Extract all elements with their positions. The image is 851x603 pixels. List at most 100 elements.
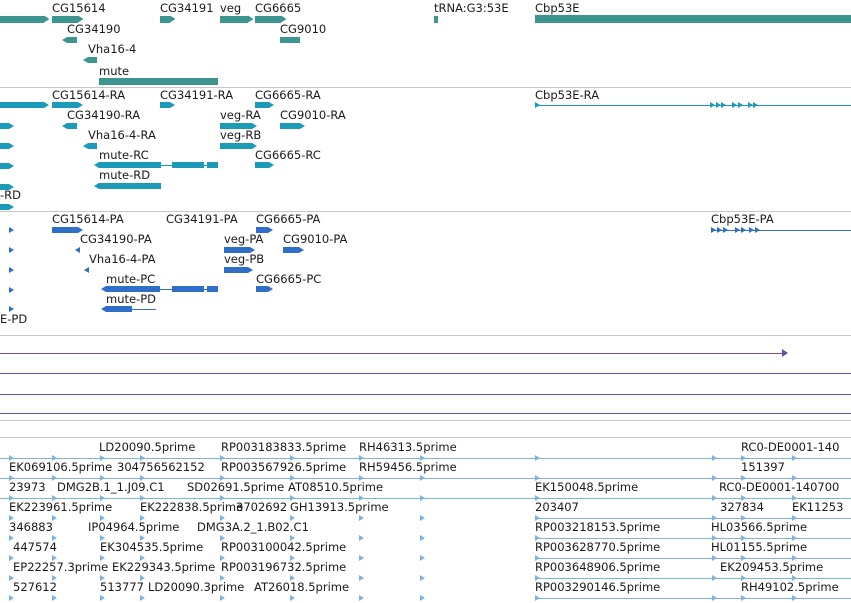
protein-feature[interactable] [172, 286, 204, 292]
est-label[interactable]: RP003196732.5prime [221, 560, 347, 574]
gene-label[interactable]: Cbp53E [535, 1, 580, 15]
est-label[interactable]: RP003218153.5prime [535, 520, 661, 534]
protein-label[interactable]: CG9010-PA [283, 232, 348, 246]
protein-label[interactable]: CG34190-PA [80, 232, 152, 246]
est-label[interactable]: RC0-DE0001-140 [741, 440, 840, 454]
gene-label[interactable]: tRNA:G3:53E [434, 1, 509, 15]
protein-label[interactable]: Vha16-4-PA [89, 252, 156, 266]
est-label[interactable]: EK222838.5prime [140, 500, 244, 514]
est-label[interactable]: HL03566.5prime [711, 520, 808, 534]
est-label[interactable]: RP003100042.5prime [221, 540, 347, 554]
est-label[interactable]: LD20090.3prime [148, 580, 245, 594]
est-label[interactable]: AT26018.5prime [254, 580, 350, 594]
transcript-label[interactable]: CG6665-RA [255, 88, 321, 102]
transcript-feature[interactable] [52, 102, 78, 108]
est-label[interactable]: DMG3A.2_1.B02.C1 [197, 520, 309, 534]
transcript-feature[interactable] [207, 162, 218, 168]
gene-label[interactable]: mute [99, 64, 130, 78]
rna-feature[interactable] [0, 373, 851, 374]
transcript-feature[interactable] [160, 102, 170, 108]
est-label[interactable]: RP003628770.5prime [535, 540, 661, 554]
rna-feature[interactable] [0, 353, 782, 354]
gene-feature[interactable] [220, 16, 248, 23]
transcript-label[interactable]: Cbp53E-RA [535, 88, 600, 102]
protein-label[interactable]: mute-PD [106, 292, 157, 306]
transcript-feature[interactable] [255, 102, 269, 108]
protein-feature[interactable] [207, 286, 218, 292]
transcript-label[interactable]: CG34190-RA [67, 108, 141, 122]
est-line[interactable] [0, 478, 851, 479]
gene-feature[interactable] [434, 16, 438, 23]
gene-label[interactable]: veg [220, 1, 242, 15]
transcript-label[interactable]: mute-RC [99, 148, 149, 162]
est-label[interactable]: AT08510.5prime [288, 480, 384, 494]
est-label[interactable]: 151397 [741, 460, 785, 474]
protein-feature[interactable] [283, 247, 299, 253]
gene-feature[interactable] [255, 16, 281, 23]
est-label[interactable]: EK11253 [792, 500, 844, 514]
est-label[interactable]: 513777 [100, 580, 144, 594]
protein-feature[interactable] [256, 227, 268, 233]
est-label[interactable]: EK069106.5prime [9, 460, 113, 474]
gene-feature[interactable] [52, 16, 78, 23]
est-label[interactable]: RP003648906.5prime [535, 560, 661, 574]
protein-label[interactable]: CG15614-PA [52, 212, 124, 226]
est-label[interactable]: 346883 [9, 520, 53, 534]
rna-feature[interactable] [0, 394, 851, 395]
est-label[interactable]: RH46313.5prime [359, 440, 457, 454]
protein-label[interactable]: CG6665-PC [256, 272, 322, 286]
est-label[interactable]: EK304535.5prime [100, 540, 204, 554]
transcript-feature[interactable] [0, 163, 9, 169]
est-label[interactable]: EK229343.5prime [112, 560, 216, 574]
transcript-feature[interactable] [67, 123, 77, 129]
est-line[interactable] [535, 538, 851, 539]
rna-feature[interactable] [0, 413, 851, 414]
gene-label[interactable]: CG34191 [160, 1, 214, 15]
transcript-label[interactable]: CG15614-RA [52, 88, 126, 102]
est-line[interactable] [535, 598, 851, 599]
est-label[interactable]: RP003183833.5prime [221, 440, 347, 454]
protein-label[interactable]: veg-PA [224, 232, 264, 246]
gene-feature[interactable] [535, 15, 851, 23]
est-label[interactable]: GH13913.5prime [290, 500, 389, 514]
est-label[interactable]: RH59456.5prime [359, 460, 457, 474]
transcript-label[interactable]: mute-RD [99, 168, 151, 182]
gene-feature[interactable] [67, 37, 77, 43]
transcript-label[interactable]: Vha16-4-RA [88, 128, 156, 142]
transcript-feature[interactable] [0, 102, 44, 108]
protein-feature[interactable] [52, 227, 78, 233]
est-label[interactable]: 447574 [13, 540, 57, 554]
est-label[interactable]: RP003290146.5prime [535, 580, 661, 594]
est-label[interactable]: RP003567926.5prime [221, 460, 347, 474]
transcript-feature[interactable] [172, 162, 204, 168]
est-label[interactable]: DMG2B.1_1.J09.C1 [57, 480, 165, 494]
est-label[interactable]: EK150048.5prime [535, 480, 639, 494]
est-label[interactable]: LD20090.5prime [99, 440, 196, 454]
est-label[interactable]: 3702692 [236, 500, 288, 514]
transcript-label[interactable]: CG9010-RA [280, 108, 346, 122]
protein-feature[interactable] [224, 267, 248, 273]
est-label[interactable]: 23973 [9, 480, 46, 494]
transcript-label[interactable]: CG34191-RA [160, 88, 234, 102]
protein-feature[interactable] [256, 286, 268, 292]
protein-label[interactable]: CG6665-PA [256, 212, 321, 226]
gene-label[interactable]: CG15614 [52, 1, 106, 15]
est-label[interactable]: SD02691.5prime [187, 480, 285, 494]
est-label[interactable]: EK209453.5prime [720, 560, 824, 574]
est-line[interactable] [535, 578, 851, 579]
gene-label[interactable]: Vha16-4 [88, 42, 137, 56]
transcript-feature[interactable] [0, 184, 9, 190]
protein-label[interactable]: Cbp53E-PA [711, 212, 774, 226]
gene-feature[interactable] [160, 16, 170, 23]
transcript-feature[interactable] [255, 162, 269, 168]
gene-label[interactable]: CG9010 [280, 22, 327, 36]
gene-label[interactable]: CG34190 [67, 22, 121, 36]
transcript-label[interactable]: veg-RA [220, 108, 261, 122]
gene-feature[interactable] [99, 78, 218, 85]
protein-label[interactable]: E-PD [0, 312, 28, 326]
transcript-label[interactable]: CG6665-RC [255, 148, 321, 162]
gene-label[interactable]: CG6665 [255, 1, 302, 15]
gene-feature[interactable] [88, 57, 97, 63]
protein-label[interactable]: veg-PB [224, 252, 265, 266]
transcript-label[interactable]: -RD [0, 188, 21, 202]
